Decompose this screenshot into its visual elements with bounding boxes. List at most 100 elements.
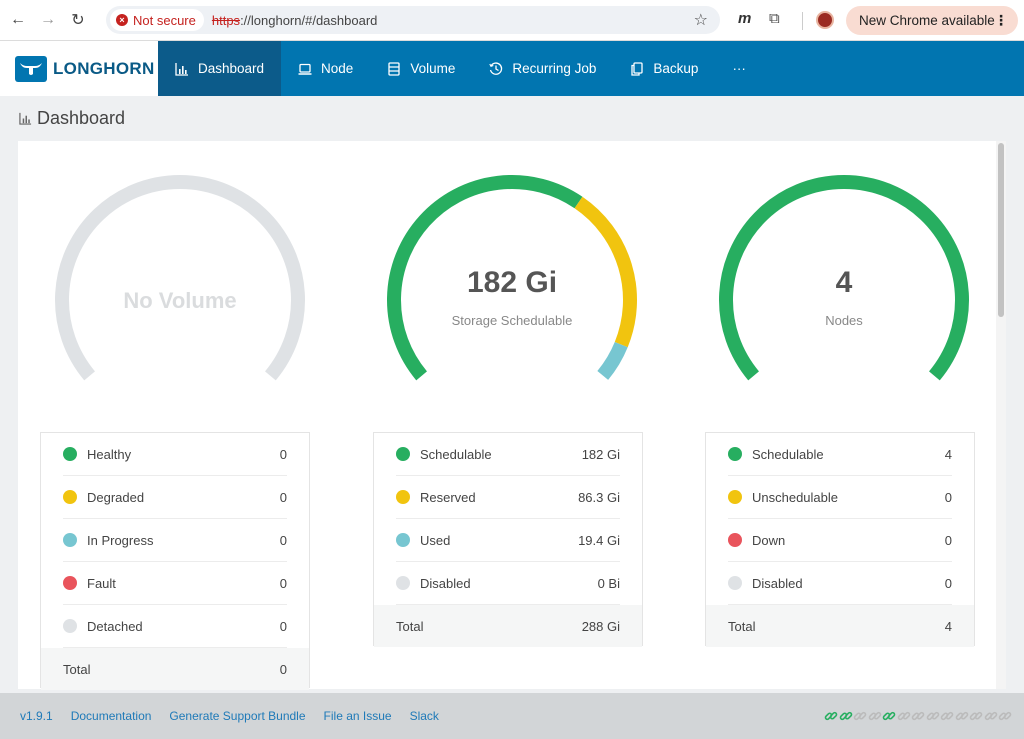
legend-row-used[interactable]: Used 19.4 Gi — [396, 519, 620, 562]
link-chain-icon — [926, 709, 940, 723]
nodes-gauge-value: 4 — [835, 266, 853, 299]
legend-value: 0 — [279, 618, 287, 634]
reload-icon[interactable]: ↻ — [71, 12, 85, 29]
legend-value: 86.3 Gi — [578, 489, 620, 505]
legend-total: Total 0 — [41, 648, 309, 690]
legend-total-value: 288 Gi — [581, 618, 620, 634]
url-text[interactable]: https://longhorn/#/dashboard — [212, 13, 378, 28]
legend-value: 0 — [279, 532, 287, 548]
logo[interactable]: LONGHORN — [0, 41, 158, 96]
version-link[interactable]: v1.9.1 — [20, 709, 53, 723]
volume-gauge-chart — [55, 175, 305, 381]
status-dot-icon — [728, 576, 742, 590]
support-bundle-link[interactable]: Generate Support Bundle — [169, 709, 306, 723]
legend-row-unschedulable[interactable]: Unschedulable 0 — [728, 476, 952, 519]
scrollbar[interactable] — [996, 141, 1006, 689]
legend-row-degraded[interactable]: Degraded 0 — [63, 476, 287, 519]
file-issue-link[interactable]: File an Issue — [323, 709, 392, 723]
status-dot-icon — [63, 619, 77, 633]
legend-label: Schedulable — [752, 446, 824, 462]
legend-value: 4 — [944, 446, 952, 462]
profile-avatar[interactable] — [816, 11, 834, 29]
nodes-legend: Schedulable 4 Unschedulable 0 Down 0 Disabl… — [705, 432, 975, 647]
legend-label: Disabled — [752, 575, 803, 591]
legend-label: Schedulable — [420, 446, 492, 462]
legend-row-in-progress[interactable]: In Progress 0 — [63, 519, 287, 562]
nodes-gauge-label: Nodes — [825, 313, 863, 328]
storage-gauge-schedulable-arc — [387, 175, 583, 381]
legend-row-healthy[interactable]: Healthy 0 — [63, 433, 287, 476]
nav-more[interactable]: ··· — [715, 41, 763, 96]
legend-row-down[interactable]: Down 0 — [728, 519, 952, 562]
status-dot-icon — [63, 533, 77, 547]
copy-icon — [631, 61, 644, 76]
legend-row-schedulable[interactable]: Schedulable 182 Gi — [396, 433, 620, 476]
scrollbar-thumb[interactable] — [998, 143, 1004, 317]
volume-gauge-text: No Volume — [123, 288, 237, 313]
nav-recurring-job[interactable]: Recurring Job — [472, 41, 613, 96]
legend-value: 0 — [279, 446, 287, 462]
legend-value: 0 — [279, 575, 287, 591]
extension-m-icon[interactable]: m — [738, 10, 752, 27]
status-dot-icon — [396, 490, 410, 504]
storage-legend: Schedulable 182 Gi Reserved 86.3 Gi Used 19… — [373, 432, 643, 647]
back-arrow-icon[interactable]: ← — [10, 11, 26, 28]
legend-total: Total 288 Gi — [374, 605, 642, 647]
url-scheme: https — [211, 12, 241, 28]
link-chain-icon — [824, 709, 838, 723]
database-icon — [388, 61, 400, 76]
not-secure-icon: × — [116, 14, 128, 26]
nav-volume[interactable]: Volume — [370, 41, 472, 96]
legend-row-schedulable[interactable]: Schedulable 4 — [728, 433, 952, 476]
chrome-update-button[interactable]: New Chrome available ⋮ — [846, 6, 1018, 35]
laptop-icon — [298, 63, 312, 75]
bookmark-star-icon[interactable]: ☆ — [693, 12, 708, 29]
nav-dashboard[interactable]: Dashboard — [158, 41, 282, 96]
link-chain-icon — [955, 709, 969, 723]
legend-row-fault[interactable]: Fault 0 — [63, 562, 287, 605]
longhorn-logo-icon — [15, 55, 47, 82]
nav-backup[interactable]: Backup — [613, 41, 715, 96]
more-icon: ··· — [732, 61, 746, 76]
legend-value: 0 Bi — [597, 575, 620, 591]
legend-row-disabled[interactable]: Disabled 0 — [728, 562, 952, 605]
page-title-text: Dashboard — [37, 108, 126, 128]
slack-link[interactable]: Slack — [409, 709, 439, 723]
storage-gauge: 182 Gi Storage Schedulable — [382, 172, 642, 402]
volume-gauge: No Volume — [50, 172, 310, 402]
legend-total-value: 4 — [944, 618, 952, 634]
link-chain-icon — [882, 709, 896, 723]
toolbar-divider — [802, 12, 803, 30]
status-dot-icon — [63, 447, 77, 461]
security-chip[interactable]: × Not secure — [110, 9, 204, 31]
storage-gauge-chart — [387, 175, 637, 381]
bar-chart-icon — [175, 62, 188, 76]
forward-arrow-icon[interactable]: → — [40, 11, 56, 28]
legend-row-reserved[interactable]: Reserved 86.3 Gi — [396, 476, 620, 519]
bar-chart-icon — [19, 112, 32, 125]
status-dot-icon — [728, 533, 742, 547]
link-chain-icon — [998, 709, 1012, 723]
nav-node[interactable]: Node — [281, 41, 370, 96]
link-chain-icon — [969, 709, 983, 723]
legend-total-value: 0 — [279, 661, 287, 677]
update-label: New Chrome available — [859, 13, 995, 28]
legend-row-disabled[interactable]: Disabled 0 Bi — [396, 562, 620, 605]
connection-status — [824, 709, 1013, 723]
legend-value: 0 — [279, 489, 287, 505]
status-dot-icon — [63, 490, 77, 504]
browser-toolbar: ← → ↻ × Not secure https://longhorn/#/da… — [0, 0, 1024, 41]
legend-label: Disabled — [420, 575, 471, 591]
legend-row-detached[interactable]: Detached 0 — [63, 605, 287, 648]
legend-total-label: Total — [728, 618, 756, 634]
documentation-link[interactable]: Documentation — [70, 709, 152, 723]
nav-recurring-job-label: Recurring Job — [512, 61, 597, 76]
extensions-puzzle-icon[interactable]: ⧉ — [769, 10, 780, 27]
status-dot-icon — [63, 576, 77, 590]
legend-total: Total 4 — [706, 605, 974, 647]
status-dot-icon — [728, 490, 742, 504]
page-title: Dashboard — [19, 108, 125, 129]
address-bar[interactable]: × Not secure https://longhorn/#/dashboar… — [106, 6, 720, 34]
legend-value: 0 — [944, 532, 952, 548]
kebab-menu-icon[interactable]: ⋮ — [994, 12, 1008, 28]
